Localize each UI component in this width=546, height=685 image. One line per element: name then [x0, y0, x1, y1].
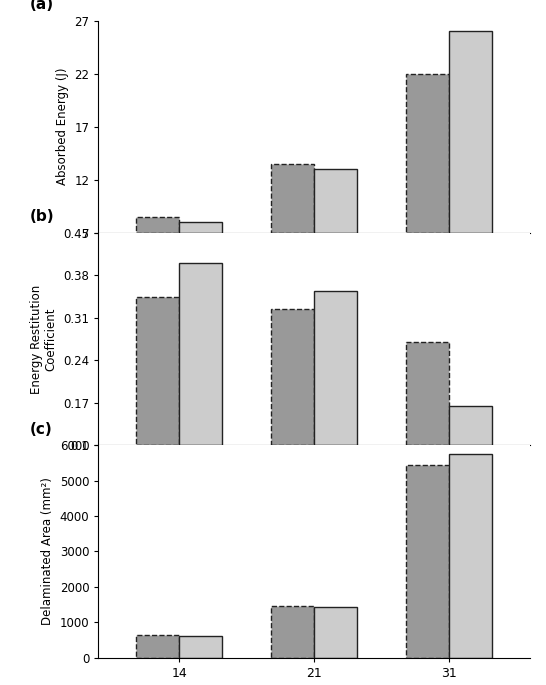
Bar	[271, 606, 314, 658]
Legend: Experiment, FEA: Experiment, FEA	[226, 303, 402, 316]
X-axis label: Impact Energy (J): Impact Energy (J)	[253, 260, 375, 273]
Bar	[136, 297, 179, 445]
Bar	[179, 263, 222, 445]
Bar	[314, 608, 357, 658]
Bar	[449, 406, 492, 445]
Y-axis label: Delaminated Area (mm²): Delaminated Area (mm²)	[41, 477, 54, 625]
Bar	[136, 217, 179, 233]
Text: (b): (b)	[29, 210, 54, 225]
Legend: Experiment, FEA: Experiment, FEA	[226, 515, 402, 528]
Bar	[406, 74, 449, 233]
Bar	[406, 464, 449, 658]
Bar	[179, 636, 222, 658]
Bar	[136, 634, 179, 658]
Bar	[449, 454, 492, 658]
Bar	[406, 342, 449, 445]
Bar	[449, 32, 492, 233]
Bar	[179, 223, 222, 233]
Y-axis label: Absorbed Energy (J): Absorbed Energy (J)	[56, 68, 69, 186]
X-axis label: Impact Energy (J): Impact Energy (J)	[253, 473, 375, 486]
Y-axis label: Energy Restitution
Coefficient: Energy Restitution Coefficient	[29, 284, 57, 394]
Bar	[271, 309, 314, 445]
Text: (c): (c)	[29, 422, 52, 437]
Text: (a): (a)	[29, 0, 54, 12]
Bar	[314, 169, 357, 233]
Bar	[314, 290, 357, 445]
Bar	[271, 164, 314, 233]
